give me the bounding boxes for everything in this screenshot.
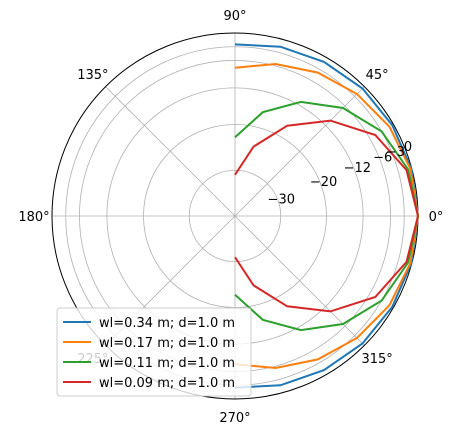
series-lines [234, 43, 419, 389]
series-line-3 [234, 119, 419, 313]
series-line-2 [234, 100, 419, 332]
angular-gridline [105, 86, 236, 217]
legend-label: wl=0.34 m; d=1.0 m [99, 316, 235, 331]
legend-box [56, 307, 252, 397]
angular-gridline [234, 86, 365, 217]
legend-label: wl=0.09 m; d=1.0 m [99, 376, 235, 391]
radial-tick-label: 0 [404, 140, 412, 155]
angular-tick-label: 315° [361, 352, 392, 367]
legend: wl=0.34 m; d=1.0 m wl=0.17 m; d=1.0 m wl=0… [56, 307, 252, 397]
tick-labels: 0°45°90°135°180°225°270°315°−30−20−12−6−… [18, 9, 443, 426]
radial-tick-label: −12 [344, 161, 371, 176]
radial-tick-label: −30 [268, 192, 295, 207]
series-line-1 [234, 62, 419, 370]
angular-tick-label: 90° [223, 9, 246, 24]
radial-tick-label: −20 [310, 175, 337, 190]
angular-tick-label: 270° [219, 411, 250, 426]
angular-tick-label: 0° [429, 210, 444, 225]
angular-tick-label: 135° [77, 68, 108, 83]
radial-tick-label: −6 [373, 150, 392, 165]
legend-label: wl=0.17 m; d=1.0 m [99, 336, 235, 351]
angular-gridline [234, 215, 365, 346]
angular-tick-label: 45° [366, 68, 389, 83]
legend-label: wl=0.11 m; d=1.0 m [99, 356, 235, 371]
radial-tick-label: −3 [386, 145, 405, 160]
angular-tick-label: 180° [18, 210, 49, 225]
